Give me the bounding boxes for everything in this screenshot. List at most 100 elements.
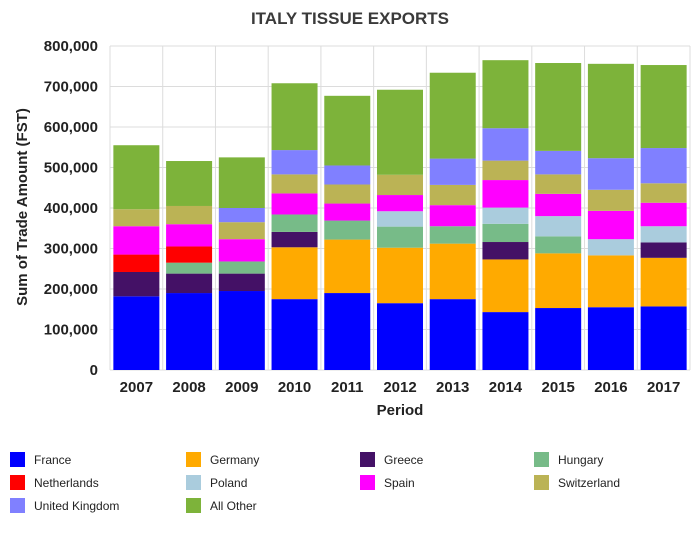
y-tick-label: 700,000 bbox=[44, 79, 98, 96]
x-tick-label: 2015 bbox=[541, 379, 574, 396]
bar-segment-united-kingdom bbox=[324, 165, 371, 185]
chart-title: ITALY TISSUE EXPORTS bbox=[251, 9, 449, 28]
y-tick-label: 300,000 bbox=[44, 241, 98, 258]
bar-segment-germany bbox=[324, 239, 371, 294]
bar-segment-germany bbox=[429, 243, 476, 300]
bar-segment-greece bbox=[482, 242, 529, 260]
x-tick-label: 2008 bbox=[172, 379, 205, 396]
bar-segment-united-kingdom bbox=[429, 158, 476, 185]
bar-segment-germany bbox=[535, 253, 582, 309]
bar-segment-united-kingdom bbox=[587, 158, 634, 190]
bar-segment-all-other bbox=[113, 145, 160, 210]
x-tick-label: 2012 bbox=[383, 379, 416, 396]
x-tick-label: 2010 bbox=[278, 379, 311, 396]
bar-segment-all-other bbox=[377, 89, 423, 175]
bar-segment-germany bbox=[271, 247, 318, 300]
legend-swatch bbox=[10, 452, 25, 467]
legend-swatch bbox=[534, 475, 549, 490]
y-axis-title: Sum of Trade Amount (FST) bbox=[14, 108, 31, 306]
bar-segment-france bbox=[324, 293, 371, 370]
bar-segment-united-kingdom bbox=[640, 148, 687, 184]
bar-segment-hungary bbox=[535, 236, 582, 254]
bar-segment-spain bbox=[218, 239, 265, 262]
bar-segment-all-other bbox=[324, 95, 371, 166]
bar-segment-france bbox=[113, 296, 160, 370]
bar-segment-united-kingdom bbox=[535, 150, 582, 175]
legend-swatch bbox=[360, 452, 375, 467]
legend-label: Netherlands bbox=[34, 476, 99, 490]
bar-segment-poland bbox=[587, 239, 634, 256]
x-axis-title: Period bbox=[377, 402, 424, 419]
bar-segment-spain bbox=[271, 193, 318, 215]
bar-segment-germany bbox=[377, 247, 423, 304]
bar-segment-all-other bbox=[271, 83, 318, 151]
bar-segment-switzerland bbox=[324, 184, 371, 204]
bar-segment-poland bbox=[377, 211, 423, 227]
bar-segment-switzerland bbox=[271, 174, 318, 194]
bar-segment-hungary bbox=[166, 262, 213, 274]
bar-segment-poland bbox=[640, 226, 687, 243]
legend-label: United Kingdom bbox=[34, 499, 119, 513]
legend-label: Spain bbox=[384, 476, 415, 490]
legend-swatch bbox=[186, 498, 201, 513]
bar-segment-hungary bbox=[271, 214, 318, 232]
legend-label: Germany bbox=[210, 453, 259, 467]
bar-segment-all-other bbox=[429, 72, 476, 159]
x-tick-label: 2007 bbox=[120, 379, 153, 396]
bar-segment-france bbox=[482, 312, 529, 370]
bar-segment-greece bbox=[166, 273, 213, 294]
bar-segment-spain bbox=[377, 195, 423, 212]
bar-segment-france bbox=[166, 293, 213, 370]
bar-segment-greece bbox=[271, 231, 318, 248]
bar-segment-france bbox=[587, 307, 634, 370]
bar-segment-united-kingdom bbox=[218, 208, 265, 223]
bar-segment-france bbox=[377, 303, 423, 370]
bar-segment-greece bbox=[113, 271, 160, 297]
bar-segment-spain bbox=[324, 203, 371, 221]
legend-label: Greece bbox=[384, 453, 424, 467]
y-tick-label: 400,000 bbox=[44, 200, 98, 217]
bar-segment-france bbox=[218, 291, 265, 370]
y-tick-label: 800,000 bbox=[44, 38, 98, 55]
legend: France Germany Greece Hungary Netherlands Pol… bbox=[10, 452, 620, 513]
x-tick-label: 2009 bbox=[225, 379, 258, 396]
y-tick-labels: 0 100,000 200,000 300,000 400,000 500,000 600,… bbox=[44, 38, 98, 379]
bar-segment-france bbox=[429, 299, 476, 370]
bar-segment-switzerland bbox=[482, 160, 529, 181]
bar-segment-switzerland bbox=[166, 205, 213, 225]
bar-segment-switzerland bbox=[113, 209, 160, 227]
y-tick-label: 200,000 bbox=[44, 281, 98, 298]
x-tick-label: 2013 bbox=[436, 379, 469, 396]
legend-label: Poland bbox=[210, 476, 247, 490]
legend-label: Hungary bbox=[558, 453, 603, 467]
bar-segment-greece bbox=[218, 273, 265, 292]
bar-segment-united-kingdom bbox=[482, 128, 529, 161]
bar-segment-switzerland bbox=[429, 184, 476, 206]
y-tick-label: 600,000 bbox=[44, 119, 98, 136]
legend-swatch bbox=[360, 475, 375, 490]
y-tick-label: 100,000 bbox=[44, 322, 98, 339]
legend-label: Switzerland bbox=[558, 476, 620, 490]
bar-segment-france bbox=[271, 299, 318, 370]
y-tick-label: 500,000 bbox=[44, 160, 98, 177]
bar-segment-germany bbox=[640, 257, 687, 307]
bar-segment-spain bbox=[166, 224, 213, 247]
bar-segment-netherlands bbox=[113, 254, 160, 272]
bar-segment-all-other bbox=[535, 63, 582, 151]
bar-segment-spain bbox=[113, 226, 160, 255]
bar-segment-hungary bbox=[377, 226, 423, 248]
x-tick-label: 2016 bbox=[594, 379, 627, 396]
bar-segment-hungary bbox=[218, 261, 265, 274]
legend-swatch bbox=[10, 498, 25, 513]
bar-segment-netherlands bbox=[166, 246, 213, 263]
bar-segment-switzerland bbox=[587, 189, 634, 211]
bar-segment-spain bbox=[482, 180, 529, 208]
bar-segment-hungary bbox=[324, 220, 371, 240]
bar-segment-spain bbox=[640, 202, 687, 227]
bar-segment-france bbox=[535, 308, 582, 370]
bars bbox=[113, 60, 687, 370]
bar-segment-poland bbox=[535, 216, 582, 237]
bar-segment-all-other bbox=[640, 65, 687, 149]
bar-segment-switzerland bbox=[640, 183, 687, 203]
